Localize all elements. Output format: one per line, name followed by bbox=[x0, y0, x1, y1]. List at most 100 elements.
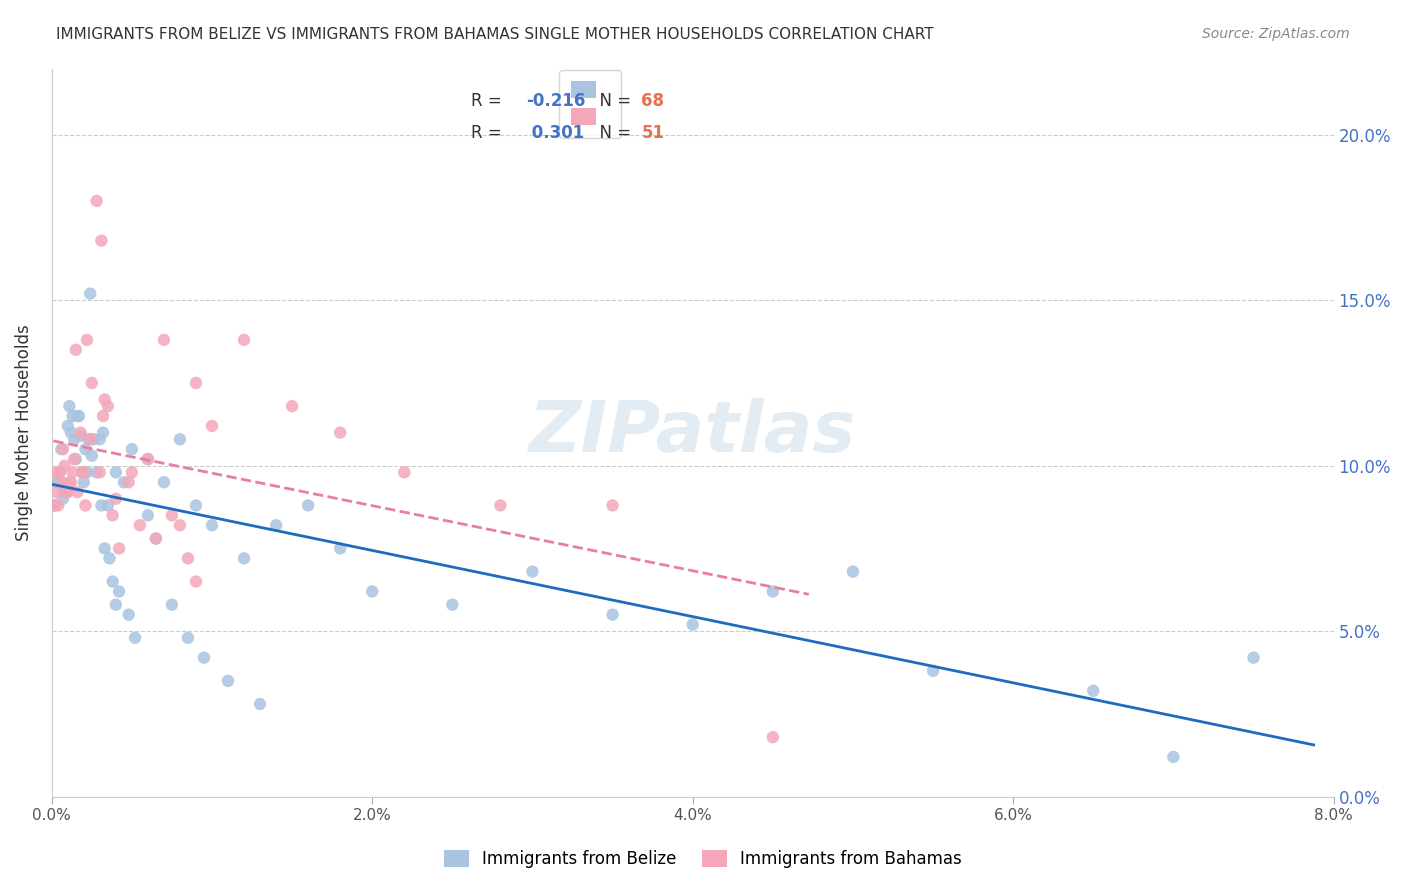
Point bbox=[136, 508, 159, 523]
Point bbox=[66, 409, 89, 423]
Point bbox=[52, 491, 75, 506]
Point bbox=[297, 499, 319, 513]
Point bbox=[136, 452, 159, 467]
Point bbox=[98, 551, 121, 566]
Point bbox=[70, 466, 93, 480]
Point bbox=[46, 475, 69, 490]
Point bbox=[75, 499, 97, 513]
Point bbox=[184, 499, 207, 513]
Point bbox=[682, 617, 704, 632]
Point bbox=[169, 432, 191, 446]
Point bbox=[86, 194, 108, 208]
Point bbox=[233, 551, 256, 566]
Text: N =: N = bbox=[589, 92, 637, 111]
Point bbox=[217, 673, 239, 688]
Y-axis label: Single Mother Households: Single Mother Households bbox=[15, 324, 32, 541]
Point bbox=[90, 234, 112, 248]
Point bbox=[55, 485, 77, 500]
Point bbox=[65, 343, 87, 357]
Point bbox=[281, 399, 304, 413]
Point bbox=[104, 466, 127, 480]
Point bbox=[922, 664, 945, 678]
Point bbox=[93, 541, 115, 556]
Legend: , : , bbox=[560, 70, 621, 137]
Point bbox=[121, 442, 143, 457]
Point bbox=[90, 499, 112, 513]
Text: 68: 68 bbox=[641, 92, 665, 111]
Point bbox=[66, 485, 89, 500]
Point bbox=[118, 475, 141, 490]
Point bbox=[58, 399, 80, 413]
Point bbox=[55, 485, 77, 500]
Point bbox=[394, 466, 416, 480]
Point bbox=[63, 432, 86, 446]
Point bbox=[53, 485, 76, 500]
Point bbox=[49, 466, 72, 480]
Point bbox=[177, 551, 200, 566]
Text: Source: ZipAtlas.com: Source: ZipAtlas.com bbox=[1202, 27, 1350, 41]
Point bbox=[124, 631, 146, 645]
Text: ZIPatlas: ZIPatlas bbox=[529, 398, 856, 467]
Text: R =: R = bbox=[471, 124, 508, 142]
Point bbox=[42, 499, 65, 513]
Point bbox=[75, 442, 97, 457]
Point bbox=[160, 508, 183, 523]
Point bbox=[49, 466, 72, 480]
Point bbox=[51, 475, 73, 490]
Point bbox=[842, 565, 865, 579]
Point bbox=[42, 499, 65, 513]
Point bbox=[53, 458, 76, 473]
Point bbox=[89, 466, 111, 480]
Point bbox=[104, 491, 127, 506]
Point bbox=[264, 518, 287, 533]
Point bbox=[136, 452, 159, 467]
Point bbox=[59, 475, 82, 490]
Point bbox=[73, 475, 96, 490]
Point bbox=[76, 466, 98, 480]
Text: 51: 51 bbox=[641, 124, 665, 142]
Point bbox=[58, 475, 80, 490]
Point bbox=[62, 466, 84, 480]
Point bbox=[65, 452, 87, 467]
Point bbox=[153, 333, 176, 347]
Point bbox=[80, 376, 103, 390]
Point bbox=[62, 409, 84, 423]
Point bbox=[118, 607, 141, 622]
Point bbox=[128, 518, 150, 533]
Point bbox=[63, 452, 86, 467]
Point bbox=[762, 584, 785, 599]
Point bbox=[45, 475, 67, 490]
Point bbox=[69, 429, 91, 443]
Point bbox=[193, 650, 215, 665]
Point bbox=[184, 574, 207, 589]
Point bbox=[69, 425, 91, 440]
Point bbox=[51, 442, 73, 457]
Point bbox=[59, 425, 82, 440]
Point bbox=[101, 574, 124, 589]
Point bbox=[101, 508, 124, 523]
Point bbox=[77, 432, 100, 446]
Point bbox=[153, 475, 176, 490]
Point bbox=[70, 466, 93, 480]
Legend: Immigrants from Belize, Immigrants from Bahamas: Immigrants from Belize, Immigrants from … bbox=[437, 843, 969, 875]
Point bbox=[91, 409, 114, 423]
Point bbox=[160, 598, 183, 612]
Point bbox=[89, 432, 111, 446]
Point bbox=[93, 392, 115, 407]
Point bbox=[329, 425, 352, 440]
Point bbox=[44, 466, 66, 480]
Point bbox=[76, 333, 98, 347]
Point bbox=[145, 532, 167, 546]
Point bbox=[249, 697, 271, 711]
Point bbox=[104, 598, 127, 612]
Text: 0.301: 0.301 bbox=[526, 124, 585, 142]
Point bbox=[80, 449, 103, 463]
Point bbox=[79, 286, 101, 301]
Point bbox=[45, 485, 67, 500]
Point bbox=[184, 376, 207, 390]
Point bbox=[67, 409, 90, 423]
Point bbox=[108, 584, 131, 599]
Point bbox=[112, 475, 135, 490]
Point bbox=[91, 425, 114, 440]
Point bbox=[329, 541, 352, 556]
